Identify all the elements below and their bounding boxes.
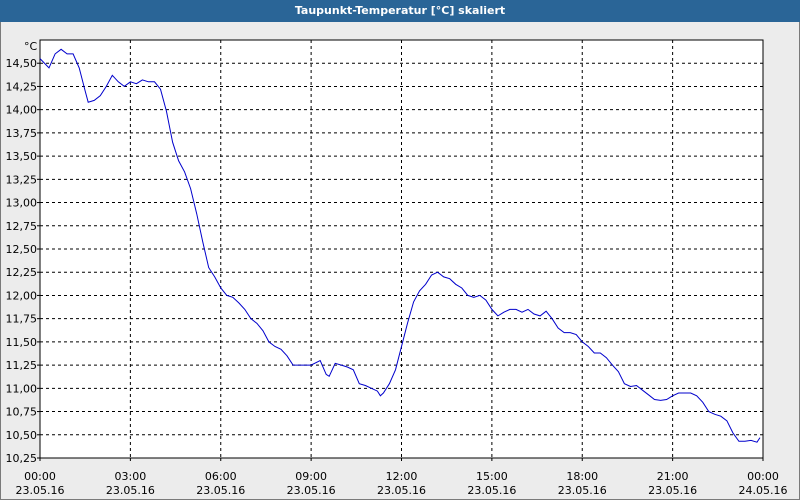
x-tick-label-time: 00:00 xyxy=(747,470,779,483)
y-tick-label: 12,00 xyxy=(6,289,38,302)
y-tick-label: 14,00 xyxy=(6,104,38,117)
y-tick-label: 13,25 xyxy=(6,173,38,186)
x-tick-label-time: 03:00 xyxy=(115,470,147,483)
y-tick-label: 10,75 xyxy=(6,406,38,419)
y-tick-label: 12,50 xyxy=(6,243,38,256)
x-tick-label-date: 23.05.16 xyxy=(377,484,426,497)
x-tick-label-date: 24.05.16 xyxy=(739,484,788,497)
y-tick-label: 11,75 xyxy=(6,313,38,326)
x-tick-label-time: 15:00 xyxy=(476,470,508,483)
chart-title: Taupunkt-Temperatur [°C] skaliert xyxy=(0,0,800,22)
y-tick-label: 14,25 xyxy=(6,80,38,93)
x-tick-label-time: 21:00 xyxy=(657,470,689,483)
y-tick-label: 13,00 xyxy=(6,197,38,210)
x-tick-label-date: 23.05.16 xyxy=(648,484,697,497)
x-tick-label-time: 06:00 xyxy=(205,470,237,483)
plot-border xyxy=(39,39,764,459)
y-tick-label: 13,50 xyxy=(6,150,38,163)
y-tick-label: 10,25 xyxy=(6,452,38,465)
x-tick-label-time: 09:00 xyxy=(295,470,327,483)
y-axis-unit-label: °C xyxy=(24,40,38,53)
series-line xyxy=(39,48,761,443)
x-tick-label-date: 23.05.16 xyxy=(16,484,65,497)
x-tick-label-date: 23.05.16 xyxy=(196,484,245,497)
y-tick-label: 11,25 xyxy=(6,359,38,372)
y-tick-label: 10,50 xyxy=(6,429,38,442)
x-tick-label-date: 23.05.16 xyxy=(287,484,336,497)
y-tick-label: 11,00 xyxy=(6,382,38,395)
y-tick-label: 14,50 xyxy=(6,57,38,70)
y-tick-label: 12,75 xyxy=(6,220,38,233)
x-tick-label-date: 23.05.16 xyxy=(558,484,607,497)
x-tick-label-time: 12:00 xyxy=(386,470,418,483)
x-tick-label-time: 00:00 xyxy=(24,470,56,483)
x-tick-label-date: 23.05.16 xyxy=(467,484,516,497)
y-tick-label: 12,25 xyxy=(6,266,38,279)
y-tick-label: 11,50 xyxy=(6,336,38,349)
y-tick-label: 13,75 xyxy=(6,127,38,140)
x-tick-label-date: 23.05.16 xyxy=(106,484,155,497)
x-tick-label-time: 18:00 xyxy=(566,470,598,483)
